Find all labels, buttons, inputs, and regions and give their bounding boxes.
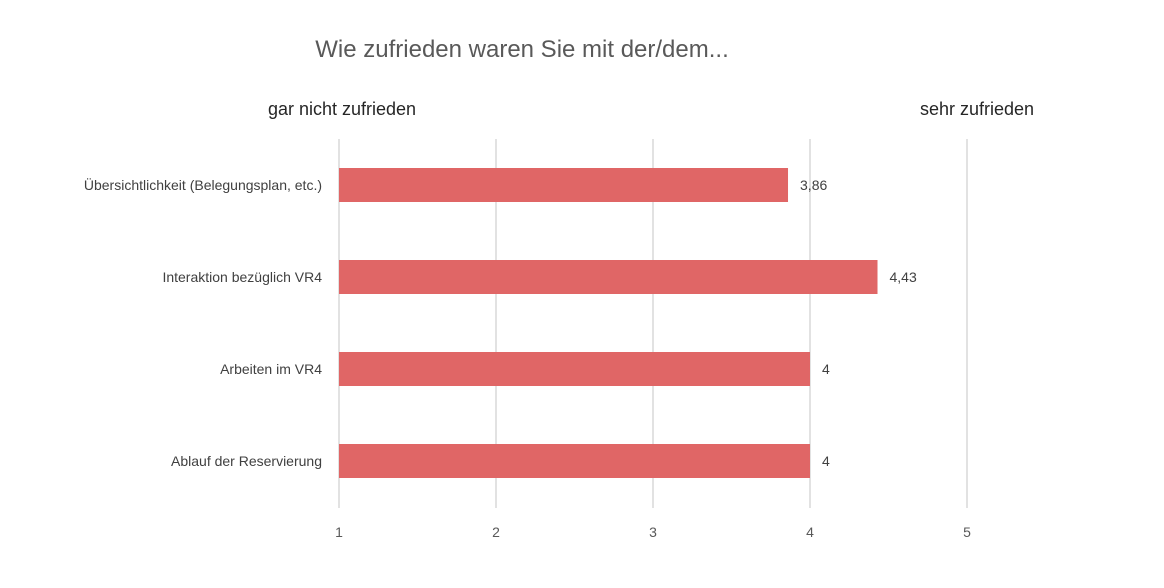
labels: 1 2 3 4 5 Übersichtlichkeit (Belegungsplan, e…: [84, 176, 971, 540]
x-tick-label: 3: [649, 524, 657, 540]
x-tick-label: 5: [963, 524, 971, 540]
bar: [339, 260, 878, 294]
category-label: Arbeiten im VR4: [220, 361, 322, 377]
x-tick-label: 1: [335, 524, 343, 540]
bar: [339, 352, 810, 386]
data-label: 4,43: [890, 269, 917, 285]
bar: [339, 168, 789, 202]
x-tick-label: 4: [806, 524, 814, 540]
category-label: Interaktion bezüglich VR4: [162, 269, 322, 285]
data-label: 3,86: [800, 177, 827, 193]
data-label: 4: [822, 453, 830, 469]
bars: [339, 168, 878, 478]
scale-low-label: gar nicht zufrieden: [268, 99, 416, 119]
bar: [339, 444, 810, 478]
category-label: Übersichtlichkeit (Belegungsplan, etc.): [84, 176, 322, 193]
chart-title: Wie zufrieden waren Sie mit der/dem...: [315, 36, 729, 63]
x-tick-label: 2: [492, 524, 500, 540]
scale-high-label: sehr zufrieden: [920, 99, 1034, 119]
data-label: 4: [822, 361, 830, 377]
category-label: Ablauf der Reservierung: [171, 453, 322, 469]
